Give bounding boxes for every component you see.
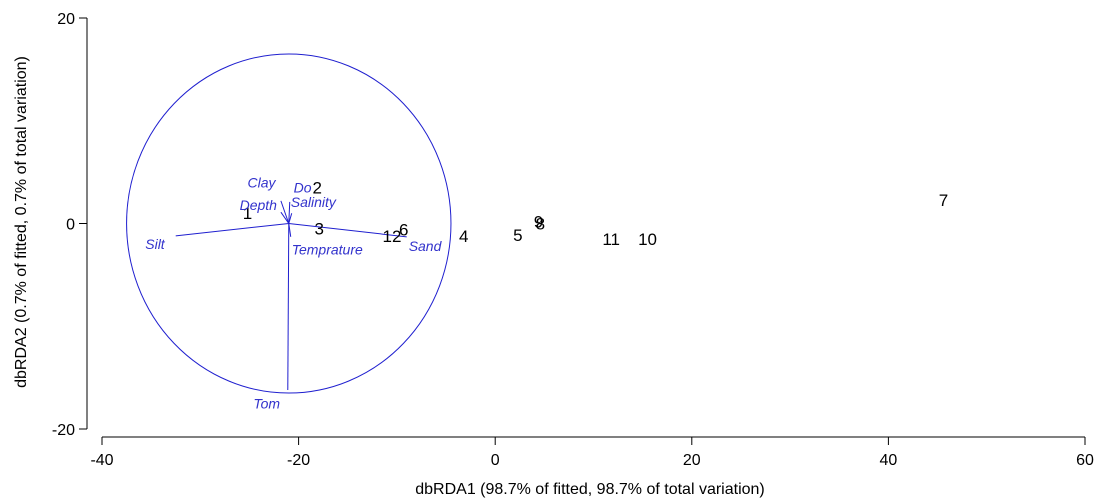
vector-sand (288, 223, 407, 238)
x-tick-label: 20 (683, 452, 701, 469)
point-3: 3 (315, 220, 324, 239)
point-11: 11 (602, 230, 620, 249)
vector-salinity (288, 213, 293, 224)
vector-label-do: Do (294, 180, 312, 196)
vector-label-sand: Sand (409, 238, 443, 254)
point-8: 8 (536, 215, 545, 234)
vector-label-temprature: Temprature (292, 241, 363, 257)
vector-silt (175, 223, 289, 237)
x-tick-label: 40 (880, 452, 898, 469)
y-tick-label: 20 (57, 11, 75, 28)
vector-label-clay: Clay (247, 175, 276, 191)
point-9: 9 (534, 212, 543, 231)
axes-layer (86, 18, 1085, 438)
point-4: 4 (459, 227, 468, 246)
correlation-circle-layer (126, 53, 452, 394)
point-2: 2 (313, 179, 322, 198)
point-5: 5 (513, 226, 522, 245)
y-axis-title: dbRDA2 (0.7% of fitted, 0.7% of total va… (13, 56, 30, 388)
vector-label-tom: Tom (253, 395, 280, 411)
vector-label-depth: Depth (240, 197, 278, 213)
vector-labels-layer: Clay Do Depth Salinity Silt Sand Temprature Tom (145, 175, 442, 412)
x-axis-title: dbRDA1 (98.7% of fitted, 98.7% of total … (415, 481, 765, 498)
x-tick-label: 0 (491, 452, 500, 469)
vector-label-salinity: Salinity (291, 194, 337, 210)
x-tick-label: -20 (287, 452, 310, 469)
point-1: 1 (243, 204, 252, 223)
y-tick-label: -20 (52, 422, 75, 439)
point-7: 7 (939, 191, 948, 210)
y-axis-ticks: -20 0 20 (52, 11, 87, 439)
vector-clay (280, 200, 290, 224)
x-axis-ticks: -40 -20 0 20 40 60 (90, 437, 1094, 469)
x-tick-label: 60 (1076, 452, 1094, 469)
vector-tom (287, 223, 290, 390)
point-12: 12 (383, 227, 402, 246)
point-10: 10 (638, 230, 657, 249)
y-tick-label: 0 (66, 217, 75, 234)
point-6: 6 (399, 221, 408, 240)
correlation-circle (126, 53, 452, 394)
x-tick-label: -40 (90, 452, 113, 469)
vector-layer (175, 200, 407, 390)
vector-do (288, 201, 291, 224)
vector-label-silt: Silt (145, 236, 166, 252)
vector-depth (280, 211, 290, 224)
